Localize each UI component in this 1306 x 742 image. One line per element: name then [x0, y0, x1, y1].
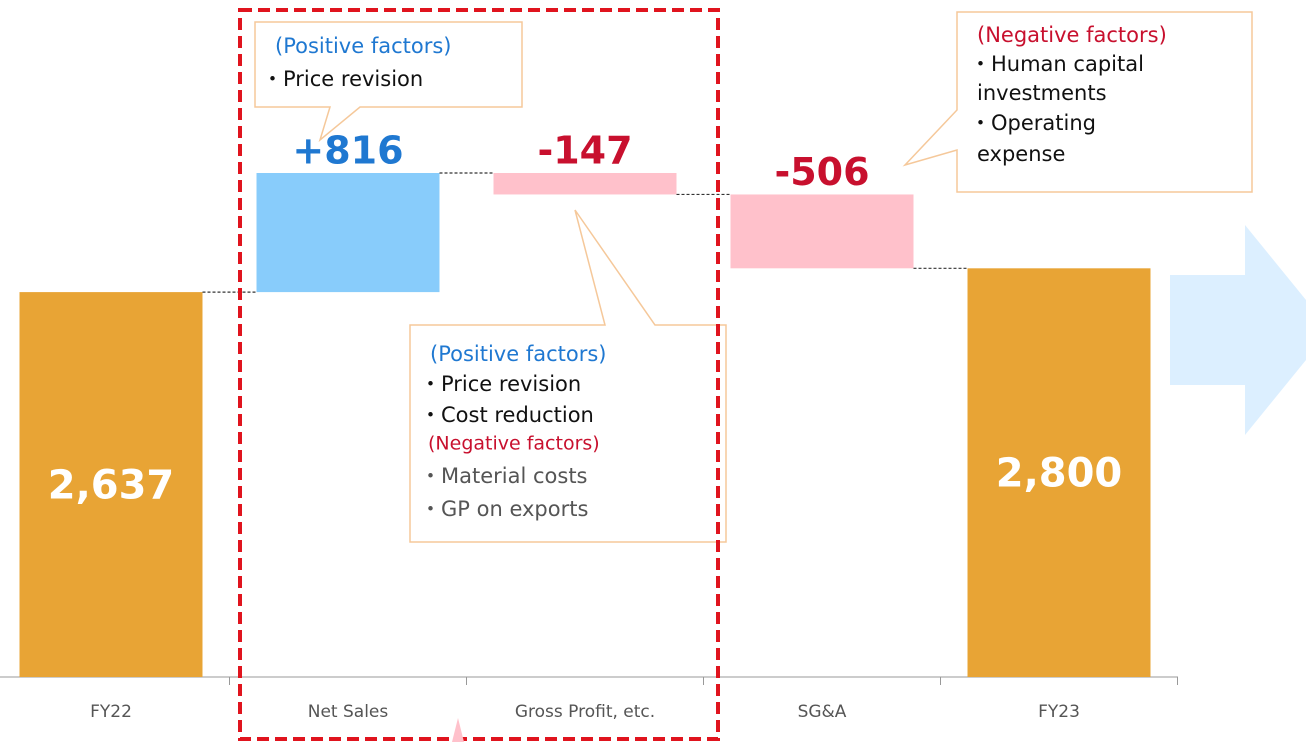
callout-text: ・Price revision: [262, 67, 423, 91]
pointer: [452, 718, 464, 742]
callout-text: ・GP on exports: [420, 497, 588, 521]
x-tick-label: SG&A: [798, 702, 847, 722]
x-tick-label: FY22: [90, 702, 132, 722]
bar: [967, 268, 1151, 677]
highlight-box: [238, 8, 720, 741]
callout-text: (Positive factors): [430, 342, 606, 366]
bar: [730, 194, 914, 269]
callout-text: (Negative factors): [428, 433, 600, 455]
x-tick-label: Net Sales: [308, 702, 389, 722]
callout-text: ・Material costs: [420, 464, 588, 488]
callout: [409, 209, 727, 543]
callout-text: ・Operating: [970, 111, 1096, 135]
value-label: 2,637: [48, 463, 175, 509]
callout-text: ・Cost reduction: [420, 403, 594, 427]
value-label: -147: [537, 129, 632, 173]
bar: [493, 173, 677, 195]
bar: [19, 292, 203, 677]
callout-text: expense: [977, 142, 1065, 166]
callout-text: (Positive factors): [275, 34, 451, 58]
value-label: 2,800: [996, 451, 1123, 497]
callout-text: ・Human capital: [970, 52, 1144, 76]
value-label: +816: [292, 129, 403, 173]
arrow: [1170, 225, 1306, 435]
plot: FY22 2,637 Net Sales +816 Gross Profit, etc.…: [0, 129, 1178, 722]
x-tick-label: Gross Profit, etc.: [515, 702, 655, 722]
callout: [254, 21, 523, 143]
callout-text: investments: [977, 81, 1107, 105]
callout-text: (Negative factors): [977, 23, 1167, 47]
callout: [902, 11, 1253, 193]
callout-text: ・Price revision: [420, 372, 581, 396]
bar: [256, 173, 440, 293]
value-label: -506: [774, 150, 869, 194]
x-tick-label: FY23: [1038, 702, 1080, 722]
